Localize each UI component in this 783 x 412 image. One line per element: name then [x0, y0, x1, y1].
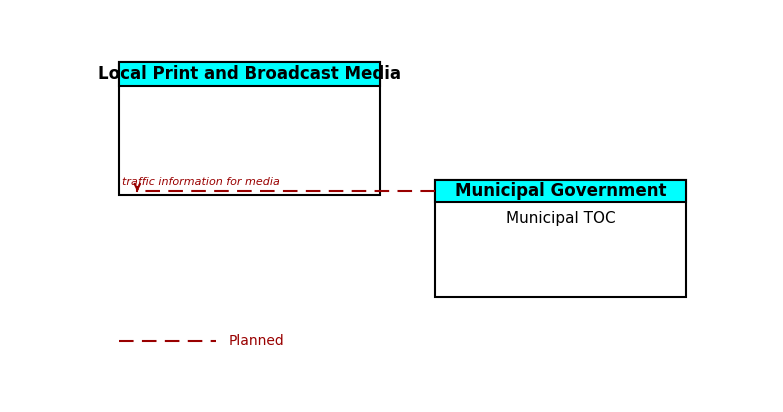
Bar — [435, 180, 687, 297]
Text: Municipal Government: Municipal Government — [455, 182, 666, 200]
Bar — [435, 180, 687, 202]
Text: Local Print and Broadcast Media: Local Print and Broadcast Media — [98, 65, 401, 83]
Text: traffic information for media: traffic information for media — [122, 177, 280, 187]
Bar — [119, 62, 380, 195]
Text: Municipal TOC: Municipal TOC — [506, 211, 615, 226]
Text: Planned: Planned — [229, 334, 284, 348]
Bar — [119, 62, 380, 86]
